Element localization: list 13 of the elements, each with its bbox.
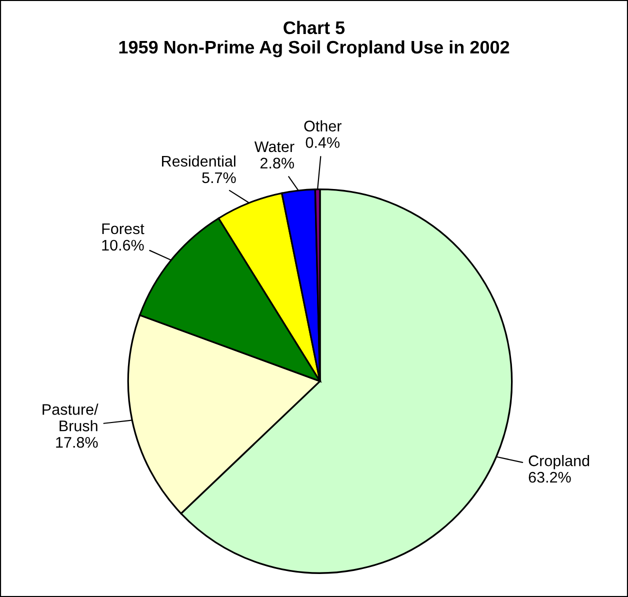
chart-title: Chart 5 1959 Non-Prime Ag Soil Cropland Use in 2002 xyxy=(119,20,510,58)
slice-label: Residential xyxy=(162,155,236,167)
data-label: 5.7% xyxy=(202,172,236,184)
slice-label: Other xyxy=(304,120,342,132)
data-label: 10.6% xyxy=(102,240,144,251)
slice-label: Cropland xyxy=(528,454,590,470)
data-label: 17.8% xyxy=(56,436,98,448)
data-label: 2.8% xyxy=(260,158,294,169)
slice-label: Pasture/ Brush xyxy=(42,404,98,432)
data-label: 0.4% xyxy=(306,137,340,148)
slice-label: Forest xyxy=(102,224,144,234)
data-label: 63.2% xyxy=(528,472,571,483)
slice-label: Water xyxy=(254,141,294,152)
